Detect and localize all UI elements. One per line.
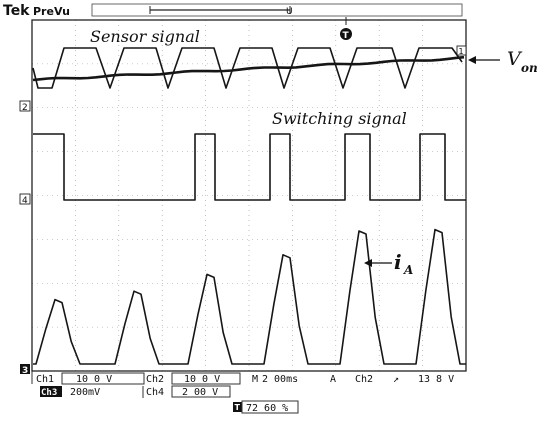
trigger-level: 13 8 V [418, 374, 454, 385]
ch2-scale: 10 0 V [184, 374, 220, 385]
trigger-position-value: 72 60 % [246, 403, 288, 414]
brand-label: Tek [3, 3, 30, 19]
ch4-scale: 2 00 V [182, 387, 218, 398]
channel-1-marker-text: 1 [459, 47, 464, 56]
ch1-label: Ch1 [36, 374, 54, 385]
trigger-position-letter: T [343, 31, 350, 41]
trigger-position-readout-icon: T [235, 403, 241, 412]
channel-4-marker-text: 4 [22, 196, 28, 206]
channel-4-marker: 4 [19, 193, 31, 206]
record-center-marker: U [286, 7, 293, 17]
von-annotation: V on [468, 48, 538, 75]
ch2-label: Ch2 [146, 374, 164, 385]
channel-3-marker-text: 3 [22, 366, 28, 376]
ch3-scale: 200mV [70, 387, 100, 398]
ch4-label: Ch4 [146, 387, 164, 398]
record-position-bar: U [91, 3, 463, 17]
ch1-scale: 10 0 V [76, 374, 112, 385]
trigger-slope-icon: ↗ [393, 374, 399, 385]
trigger-mode: A [330, 374, 336, 385]
readout-panel: Ch1 10 0 V Ch2 10 0 V M 2 00ms A Ch2 ↗ 1… [31, 371, 454, 414]
von-subscript: on [521, 61, 538, 75]
channel-3-marker: 3 [20, 364, 30, 376]
trigger-position-icon: T [340, 17, 352, 41]
timebase-prefix: M [252, 374, 258, 385]
graticule [32, 20, 466, 371]
ch3-label: Ch3 [41, 388, 57, 398]
von-ramp-trace [32, 55, 465, 82]
von-label: V [507, 48, 523, 70]
sensor-signal-trace [32, 47, 463, 89]
ia-annotation: i A [364, 250, 413, 277]
trigger-source: Ch2 [355, 374, 373, 385]
channel-1-marker: 1 [456, 45, 467, 56]
switching-signal-label: Switching signal [272, 109, 407, 128]
ia-subscript: A [403, 263, 413, 277]
timebase-value: 2 00ms [262, 374, 298, 385]
switching-signal-trace [33, 133, 466, 201]
ia-label: i [394, 250, 402, 274]
channel-2-marker: 2 [19, 100, 31, 113]
sensor-signal-label: Sensor signal [90, 27, 200, 46]
acquisition-mode-label: PreVu [33, 5, 70, 18]
phase-current-trace [33, 228, 466, 365]
channel-2-marker-text: 2 [22, 103, 28, 113]
graticule-frame [31, 19, 467, 372]
